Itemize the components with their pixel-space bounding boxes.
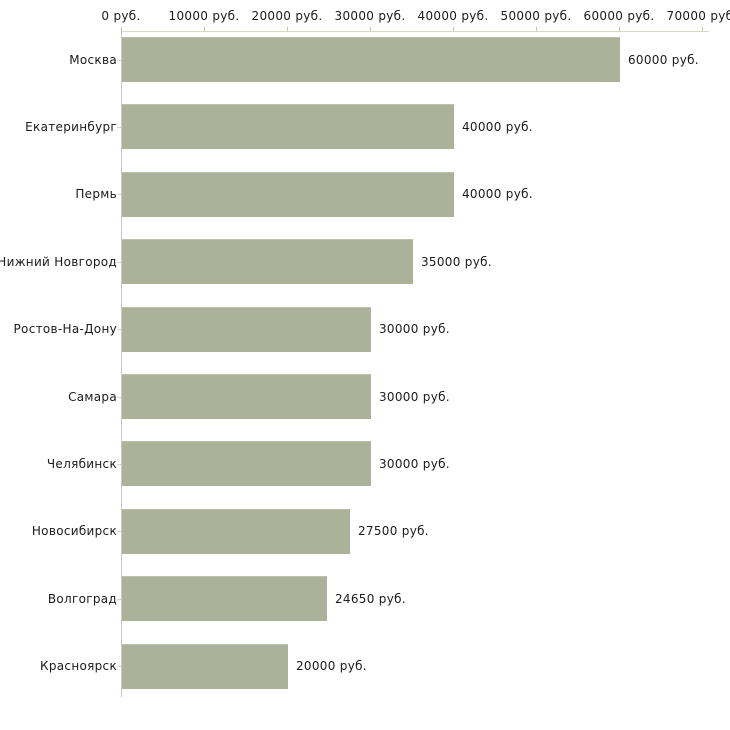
category-tick-mark: [117, 464, 121, 465]
category-tick-mark: [117, 666, 121, 667]
x-axis-tick-mark: [453, 27, 454, 31]
bar: [122, 374, 371, 419]
x-axis-tick-mark: [287, 27, 288, 31]
bar-value-label: 30000 руб.: [379, 456, 450, 471]
x-axis-tick-label: 40000 руб.: [417, 9, 489, 23]
bar-value-label: 27500 руб.: [358, 524, 429, 539]
y-axis-line: [121, 31, 122, 697]
x-axis-line: [121, 31, 709, 32]
bar: [122, 441, 371, 487]
category-label: Пермь: [75, 187, 117, 202]
bar-value-label: 35000 руб.: [421, 254, 492, 269]
category-tick-mark: [117, 397, 121, 398]
x-axis-tick-label: 30000 руб.: [334, 9, 406, 23]
category-label: Екатеринбург: [25, 119, 117, 134]
bar: [122, 239, 413, 285]
category-tick-mark: [117, 262, 121, 263]
bar: [122, 171, 454, 217]
bar: [122, 37, 620, 82]
category-label: Новосибирск: [31, 524, 117, 539]
x-axis-tick-mark: [121, 27, 122, 31]
category-tick-mark: [117, 194, 121, 195]
category-tick-mark: [117, 329, 121, 330]
x-axis-tick-mark: [536, 27, 537, 31]
x-axis-tick-label: 20000 руб.: [251, 9, 323, 23]
category-tick-mark: [117, 599, 121, 600]
category-tick-mark: [117, 60, 121, 61]
category-label: Красноярск: [40, 659, 117, 674]
x-axis-tick-label: 0 руб.: [101, 9, 141, 23]
x-axis-tick-label: 70000 руб.: [666, 9, 730, 23]
category-label: Нижний Новгород: [0, 254, 117, 269]
bar-value-label: 24650 руб.: [335, 591, 406, 606]
x-axis-tick-mark: [619, 27, 620, 31]
bar-value-label: 60000 руб.: [628, 52, 699, 67]
category-label: Ростов-На-Дону: [13, 322, 117, 337]
bar-value-label: 30000 руб.: [379, 389, 450, 404]
bar-value-label: 30000 руб.: [379, 322, 450, 337]
x-axis-tick-mark: [204, 27, 205, 31]
category-label: Самара: [68, 389, 117, 404]
x-axis-tick-label: 50000 руб.: [500, 9, 572, 23]
bar-value-label: 40000 руб.: [462, 119, 533, 134]
category-label: Волгоград: [47, 591, 117, 606]
x-axis-tick-label: 60000 руб.: [583, 9, 655, 23]
x-axis-tick-label: 10000 руб.: [168, 9, 240, 23]
bar-value-label: 40000 руб.: [462, 187, 533, 202]
bar: [122, 508, 350, 554]
category-tick-mark: [117, 531, 121, 532]
bar: [122, 643, 288, 689]
bar: [122, 576, 327, 622]
category-label: Челябинск: [46, 456, 117, 471]
x-axis-tick-mark: [370, 27, 371, 31]
bar: [122, 104, 454, 150]
x-axis-tick-mark: [702, 27, 703, 31]
category-label: Москва: [69, 52, 117, 67]
bar: [122, 306, 371, 352]
bar-value-label: 20000 руб.: [296, 659, 367, 674]
category-tick-mark: [117, 127, 121, 128]
